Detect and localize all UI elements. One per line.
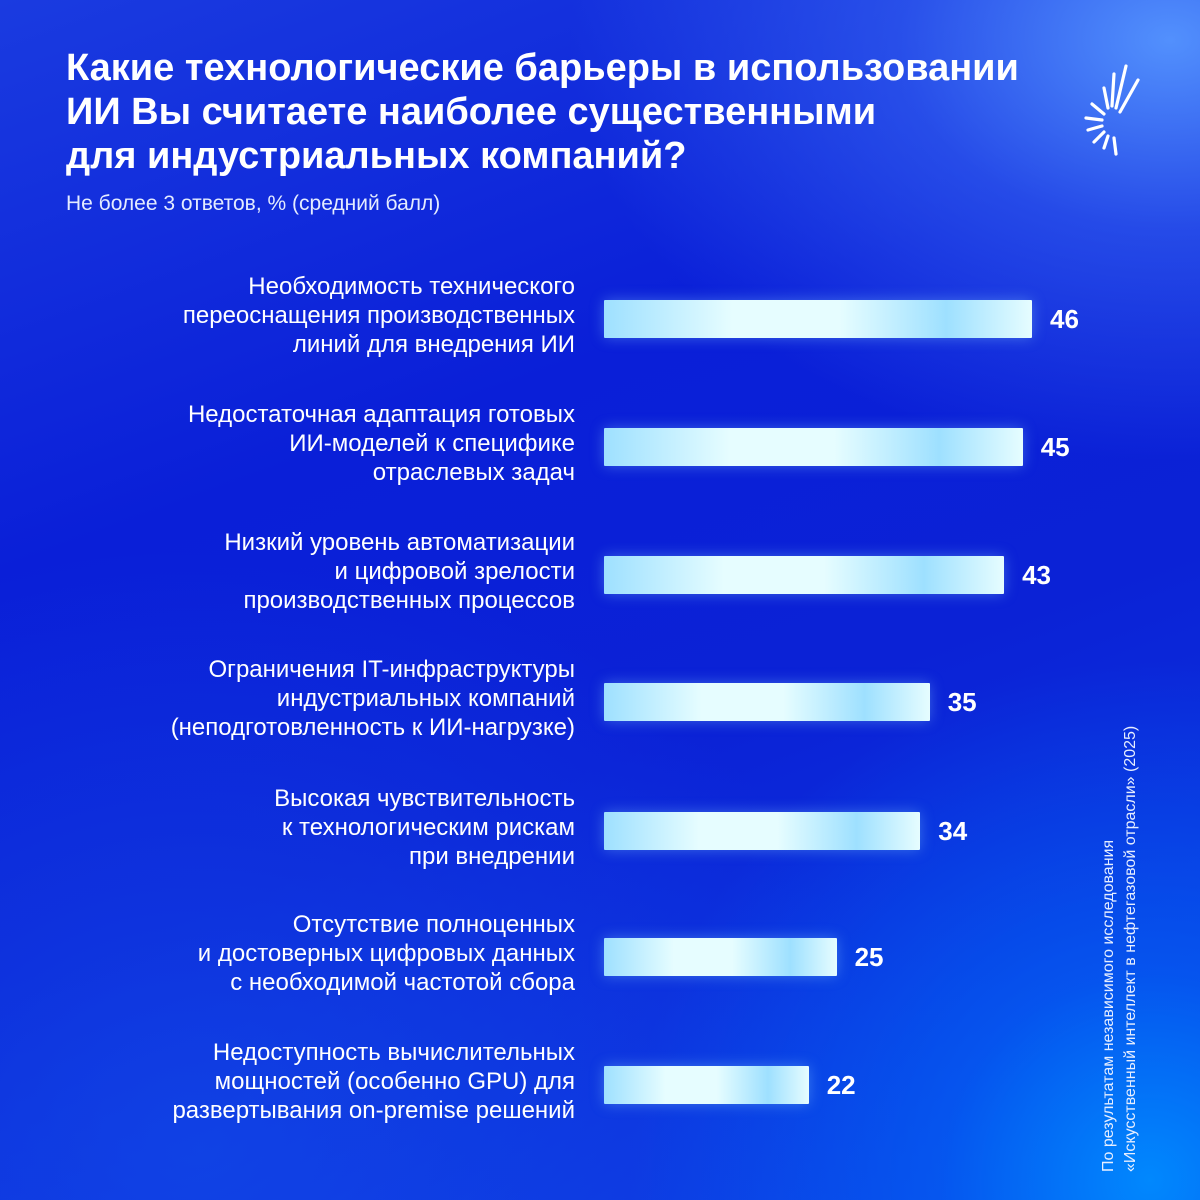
category-label: Необходимость технического переоснащения…	[15, 272, 575, 359]
bar-value-label: 22	[826, 1070, 856, 1100]
title-line: Какие технологические барьеры в использо…	[66, 47, 1019, 89]
category-label-line: ИИ-моделей к специфике	[289, 430, 575, 457]
bar-value-label: 45	[1040, 432, 1070, 462]
category-label: Недоступность вычислительных мощностей (…	[15, 1038, 575, 1125]
title-line: ИИ Вы считаете наиболее существенными	[66, 91, 877, 133]
category-label-line: производственных процессов	[243, 587, 575, 614]
category-label-line: индустриальных компаний	[276, 685, 575, 712]
bar	[604, 300, 1032, 338]
bar-value-label: 34	[938, 816, 968, 846]
bar-value-label: 46	[1050, 304, 1079, 334]
category-label-line: Ограничения IT-инфраструктуры	[208, 656, 575, 683]
chart-subtitle: Не более 3 ответов, % (средний балл)	[66, 192, 441, 215]
category-label-line: Недоступность вычислительных	[212, 1039, 575, 1066]
chart-row: Ограничения IT-инфраструктуры индустриал…	[0, 655, 1120, 751]
bar-value-label: 35	[947, 687, 977, 717]
category-label: Ограничения IT-инфраструктуры индустриал…	[15, 655, 575, 742]
chart-title: Какие технологические барьеры в использо…	[66, 46, 1026, 178]
category-label-line: Недостаточная адаптация готовых	[187, 401, 575, 428]
chart-row: Низкий уровень автоматизации и цифровой …	[0, 528, 1120, 624]
bar	[604, 683, 930, 721]
category-label-line: и цифровой зрелости	[334, 558, 576, 585]
bar-value-label: 43	[1022, 560, 1052, 590]
chart-row: Недостаточная адаптация готовых ИИ-модел…	[0, 400, 1120, 496]
category-label-line: Высокая чувствительность	[274, 785, 575, 812]
chart-row: Необходимость технического переоснащения…	[0, 272, 1120, 368]
category-label-line: к технологическим рискам	[281, 814, 575, 841]
category-label-line: Низкий уровень автоматизации	[224, 529, 575, 556]
category-label-line: линий для внедрения ИИ	[292, 331, 575, 358]
category-label-line: Отсутствие полноценных	[292, 911, 575, 938]
category-label: Низкий уровень автоматизации и цифровой …	[15, 528, 575, 615]
category-label-line: переоснащения производственных	[182, 302, 575, 329]
bar	[604, 428, 1023, 466]
bar	[604, 938, 837, 976]
footnote-line: По результатам независимого исследования	[1100, 839, 1117, 1172]
category-label-line: с необходимой частотой сбора	[230, 969, 575, 996]
bar	[604, 812, 921, 850]
category-label-line: и достоверных цифровых данных	[197, 940, 575, 967]
footnote-line: «Искусственный интеллект в нефтегазовой …	[1122, 725, 1139, 1172]
category-label-line: развертывания on-premise решений	[172, 1097, 575, 1124]
category-label: Недостаточная адаптация готовых ИИ-модел…	[15, 400, 575, 487]
category-label: Высокая чувствительность к технологическ…	[15, 784, 575, 871]
category-label-line: мощностей (особенно GPU) для	[214, 1068, 575, 1095]
bar	[604, 1066, 809, 1104]
sparkle-logo-icon	[1084, 64, 1140, 156]
bar	[604, 556, 1005, 594]
chart-row: Высокая чувствительность к технологическ…	[0, 784, 1120, 880]
chart-row: Недоступность вычислительных мощностей (…	[0, 1038, 1120, 1134]
category-label-line: (неподготовленность к ИИ-нагрузке)	[170, 714, 575, 741]
category-label: Отсутствие полноценных и достоверных циф…	[15, 910, 575, 997]
title-line: для индустриальных компаний?	[66, 135, 687, 177]
category-label-line: Необходимость технического	[248, 273, 575, 300]
source-footnote: По результатам независимого исследования…	[1098, 592, 1142, 1172]
bar-value-label: 25	[854, 942, 884, 972]
chart-row: Отсутствие полноценных и достоверных циф…	[0, 910, 1120, 1006]
category-label-line: отраслевых задач	[372, 459, 575, 486]
category-label-line: при внедрении	[408, 843, 575, 870]
